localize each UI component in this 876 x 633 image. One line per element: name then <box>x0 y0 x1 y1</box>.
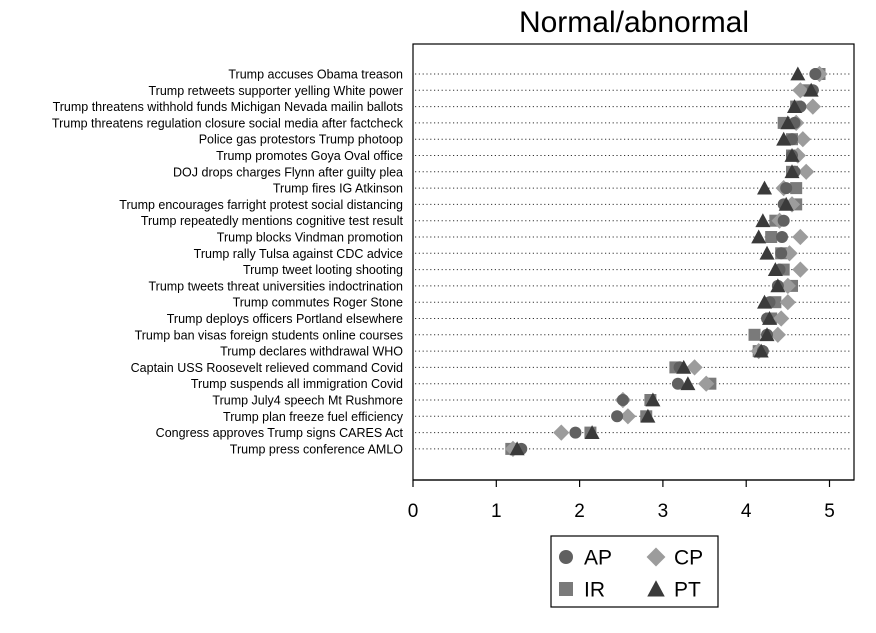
category-labels: Trump accuses Obama treason Trump retweet… <box>52 68 404 457</box>
point-pt <box>584 425 600 439</box>
category-label: Trump threatens withhold funds Michigan … <box>53 100 403 114</box>
point-cp <box>779 277 796 294</box>
category-label: Trump retweets supporter yelling White p… <box>149 84 404 98</box>
category-label: Trump declares withdrawal WHO <box>220 345 403 359</box>
category-label: Trump press conference AMLO <box>230 442 403 456</box>
point-ap <box>780 182 793 195</box>
point-ir <box>777 116 790 129</box>
category-label: Trump blocks Vindman promotion <box>217 231 403 245</box>
point-pt <box>757 294 773 309</box>
point-ir <box>765 231 778 243</box>
point-cp <box>794 131 811 148</box>
point-pt <box>753 343 769 358</box>
point-cp <box>792 228 809 246</box>
legend-marker-cp <box>646 547 666 567</box>
x-tick-label: 2 <box>574 501 585 522</box>
category-label: Trump deploys officers Portland elsewher… <box>167 312 403 326</box>
category-label: Trump tweets threat universities indoctr… <box>148 279 403 293</box>
category-label: Trump fires IG Atkinson <box>273 182 403 196</box>
legend-label-pt: PT <box>674 579 701 602</box>
point-pt <box>776 131 792 146</box>
point-pt <box>645 392 661 407</box>
point-pt <box>762 311 778 325</box>
point-ap <box>611 410 624 423</box>
legend-marker-ir <box>559 582 573 596</box>
x-tick-label: 3 <box>658 501 669 522</box>
point-cp <box>804 98 821 115</box>
point-cp <box>779 294 796 311</box>
point-pt <box>770 278 786 293</box>
point-ap <box>616 394 629 406</box>
point-pt <box>780 115 796 130</box>
point-ap <box>777 214 790 227</box>
legend-marker-ap <box>559 550 573 564</box>
category-label: Trump plan freeze fuel efficiency <box>223 410 404 424</box>
category-label: Trump threatens regulation closure socia… <box>52 116 404 130</box>
category-label: Trump commutes Roger Stone <box>233 296 403 310</box>
point-cp <box>619 408 637 425</box>
data-points <box>504 65 828 457</box>
category-label: Trump July4 speech Mt Rushmore <box>212 394 403 408</box>
point-pt <box>676 359 692 374</box>
legend: AP IR CP PT <box>559 547 703 602</box>
point-pt <box>759 327 775 342</box>
category-label: Trump rally Tulsa against CDC advice <box>194 247 403 261</box>
point-ap <box>809 68 822 80</box>
point-cp <box>698 375 715 392</box>
category-label: Congress approves Trump signs CARES Act <box>156 426 404 440</box>
point-cp <box>783 196 801 213</box>
legend-box <box>550 535 719 608</box>
point-cp <box>504 440 522 457</box>
x-tick-label: 0 <box>408 501 419 522</box>
category-label: Police gas protestors Trump photoop <box>199 133 403 147</box>
point-pt <box>787 99 803 113</box>
point-pt <box>784 164 800 179</box>
point-pt <box>680 376 696 391</box>
point-cp <box>792 261 809 278</box>
point-pt <box>778 196 794 211</box>
category-label: DOJ drops charges Flynn after guilty ple… <box>173 165 403 179</box>
grid-lines <box>415 73 852 450</box>
point-pt <box>767 262 783 276</box>
category-label: Trump suspends all immigration Covid <box>191 377 403 391</box>
category-label: Captain USS Roosevelt relieved command C… <box>131 361 403 375</box>
x-axis: 0 1 2 3 4 5 <box>408 479 854 522</box>
category-label: Trump encourages farright protest social… <box>119 198 403 212</box>
point-pt <box>755 213 771 228</box>
point-cp <box>553 424 570 441</box>
point-cp <box>686 359 703 376</box>
category-label: Trump repeatedly mentions cognitive test… <box>141 214 404 228</box>
point-ap <box>671 377 684 390</box>
legend-marker-pt <box>647 580 665 597</box>
x-tick-label: 5 <box>824 501 835 522</box>
point-cp <box>769 326 786 343</box>
category-label: Trump tweet looting shooting <box>243 263 403 277</box>
point-pt <box>751 229 767 244</box>
point-pt <box>790 66 806 81</box>
point-pt <box>757 180 773 195</box>
point-cp <box>798 163 815 180</box>
legend-label-ap: AP <box>584 547 612 570</box>
point-pt <box>509 441 525 456</box>
category-label: Trump promotes Goya Oval office <box>216 149 403 163</box>
point-cp <box>773 310 790 327</box>
point-cp <box>792 82 809 99</box>
chart-title: Normal/abnormal <box>519 6 749 39</box>
point-pt <box>759 245 775 260</box>
point-ap <box>775 247 788 260</box>
category-label: Trump accuses Obama treason <box>228 68 403 82</box>
point-pt <box>640 408 656 423</box>
point-ap <box>776 231 789 243</box>
point-pt <box>784 148 800 162</box>
point-ir <box>790 182 803 195</box>
point-pt <box>803 82 819 97</box>
point-ap <box>569 426 582 439</box>
legend-label-ir: IR <box>584 579 605 602</box>
point-ir <box>748 328 761 341</box>
legend-label-cp: CP <box>674 547 703 570</box>
x-tick-label: 1 <box>491 501 502 522</box>
category-label: Trump ban visas foreign students online … <box>135 328 403 342</box>
x-tick-label: 4 <box>741 501 752 522</box>
